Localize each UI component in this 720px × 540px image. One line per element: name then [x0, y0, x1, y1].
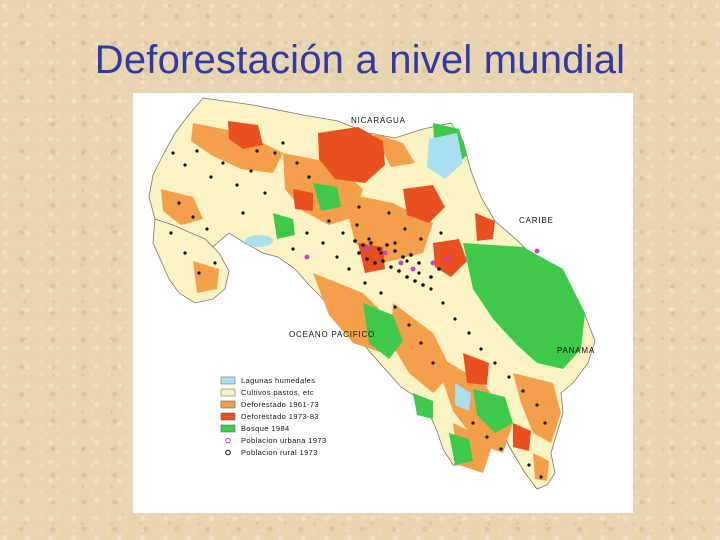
legend-label: Poblacion urbana 1973 — [241, 436, 327, 445]
legend-item: Poblacion urbana 1973 — [225, 436, 327, 445]
label-oceano-pacifico: OCEANO PACIFICO — [289, 330, 375, 339]
legend-dot — [225, 449, 231, 456]
slide-title: Deforestación a nivel mundial — [94, 38, 626, 82]
legend-item: Cultivos pastos, etc — [220, 388, 314, 397]
label-caribe: CARIBE — [519, 216, 554, 225]
legend-swatch — [220, 388, 236, 397]
legend-item: Deforestado 1961-73 — [220, 400, 319, 409]
central-valley-cluster — [304, 239, 540, 287]
legend-label: Bosque 1984 — [241, 424, 290, 433]
legend-label: Poblacion rural 1973 — [241, 448, 318, 457]
legend-swatch — [220, 412, 236, 421]
legend-label: Lagunas humedales — [241, 376, 315, 385]
map-svg: NICARAGUA CARIBE OCEANO PACIFICO PANAMA … — [148, 97, 596, 490]
legend-label: Deforestado 1961-73 — [241, 400, 319, 409]
legend-label: Cultivos pastos, etc — [241, 388, 314, 397]
legend-swatch — [220, 376, 236, 385]
rural-population-dots — [169, 141, 547, 479]
legend-item: Deforestado 1973-83 — [220, 412, 319, 421]
label-nicaragua: NICARAGUA — [351, 116, 406, 125]
label-panama: PANAMA — [557, 346, 595, 355]
legend-swatch — [220, 424, 236, 433]
wetlands — [245, 133, 471, 411]
deforestation-map: NICARAGUA CARIBE OCEANO PACIFICO PANAMA … — [133, 93, 633, 513]
legend-item: Bosque 1984 — [220, 424, 290, 433]
legend-item: Lagunas humedales — [220, 376, 315, 385]
legend-dot — [225, 437, 231, 444]
legend-label: Deforestado 1973-83 — [241, 412, 319, 421]
legend-item: Poblacion rural 1973 — [225, 448, 318, 457]
legend-swatch — [220, 400, 236, 409]
map-legend: Lagunas humedales Cultivos pastos, etc Def… — [220, 376, 327, 457]
